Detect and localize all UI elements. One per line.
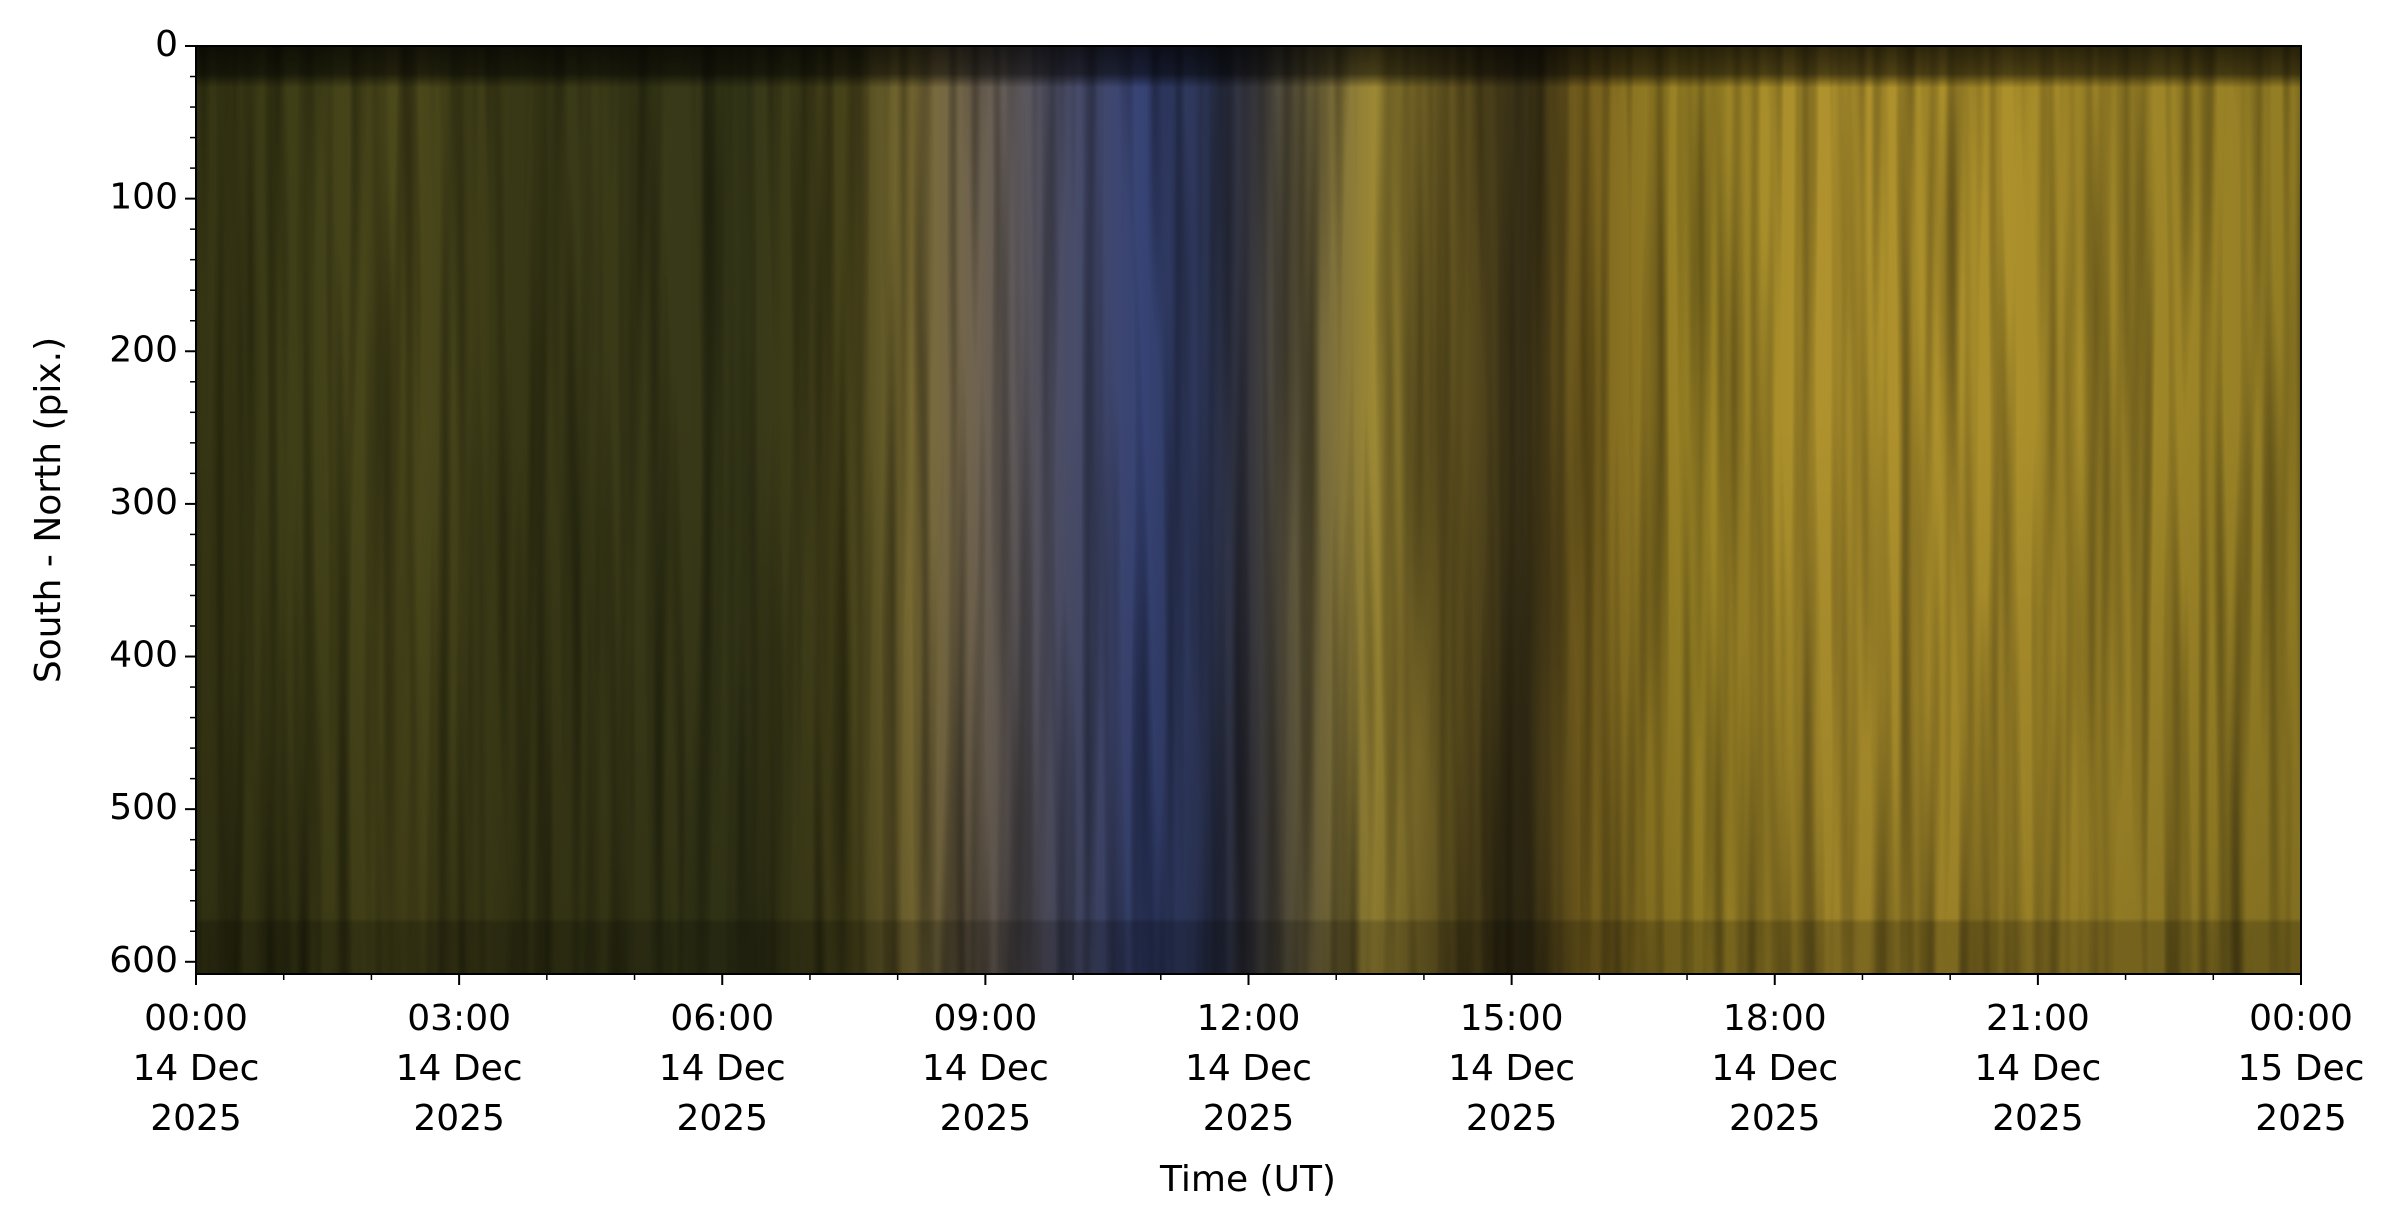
- x-tick-label: 00:00: [144, 998, 248, 1039]
- x-tick-label: 2025: [150, 1098, 242, 1139]
- y-tick-label: 400: [109, 635, 178, 676]
- x-tick-label: 12:00: [1197, 998, 1301, 1039]
- keogram-image: [196, 46, 2301, 974]
- x-tick-label: 14 Dec: [1711, 1048, 1838, 1089]
- x-tick-label: 15:00: [1460, 998, 1564, 1039]
- x-tick-label: 14 Dec: [922, 1048, 1049, 1089]
- x-tick-label: 03:00: [407, 998, 511, 1039]
- x-tick-label: 2025: [940, 1098, 1032, 1139]
- x-tick-label: 2025: [413, 1098, 505, 1139]
- y-tick-label: 200: [109, 329, 178, 370]
- x-tick-label: 14 Dec: [1974, 1048, 2101, 1089]
- image-shade: [196, 46, 2301, 974]
- x-tick-label: 2025: [1466, 1098, 1558, 1139]
- x-tick-label: 2025: [1729, 1098, 1821, 1139]
- x-tick-label: 14 Dec: [396, 1048, 523, 1089]
- y-tick-label: 500: [109, 787, 178, 828]
- y-tick-label: 0: [155, 24, 178, 65]
- x-tick-label: 09:00: [934, 998, 1038, 1039]
- x-tick-label: 21:00: [1986, 998, 2090, 1039]
- x-tick-label: 14 Dec: [659, 1048, 786, 1089]
- x-tick-label: 14 Dec: [133, 1048, 260, 1089]
- y-tick-label: 600: [109, 940, 178, 981]
- x-tick-label: 14 Dec: [1185, 1048, 1312, 1089]
- x-tick-label: 18:00: [1723, 998, 1827, 1039]
- y-tick-label: 300: [109, 482, 178, 523]
- x-tick-label: 00:00: [2249, 998, 2353, 1039]
- y-tick-label: 100: [109, 177, 178, 218]
- x-tick-label: 14 Dec: [1448, 1048, 1575, 1089]
- x-tick-label: 2025: [1203, 1098, 1295, 1139]
- x-tick-label: 2025: [676, 1098, 768, 1139]
- x-tick-label: 06:00: [670, 998, 774, 1039]
- x-tick-label: 2025: [2255, 1098, 2347, 1139]
- x-axis-label: Time (UT): [1159, 1159, 1336, 1200]
- x-tick-label: 15 Dec: [2238, 1048, 2365, 1089]
- x-tick-label: 2025: [1992, 1098, 2084, 1139]
- y-axis-label: South - North (pix.): [28, 337, 69, 683]
